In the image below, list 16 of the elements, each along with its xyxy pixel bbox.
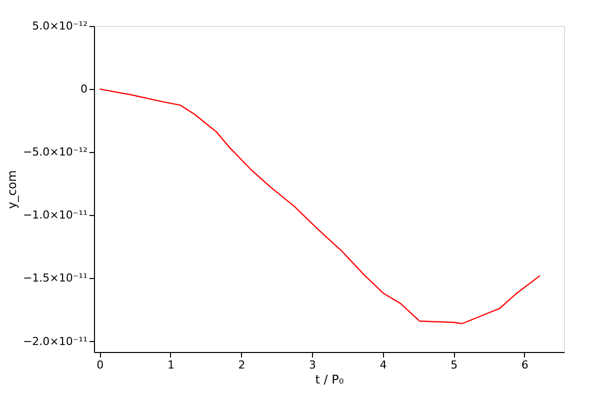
x-axis-title: t / P₀ bbox=[315, 372, 344, 386]
x-tick-label: 0 bbox=[96, 358, 104, 372]
y-tick-label: −5.0×10⁻¹² bbox=[22, 146, 88, 159]
x-tick-label: 6 bbox=[521, 358, 528, 372]
x-tick-label: 1 bbox=[167, 358, 174, 372]
x-tick-label: 2 bbox=[238, 358, 246, 372]
y-tick-label: −2.0×10⁻¹¹ bbox=[22, 334, 88, 348]
x-tick-label: 5 bbox=[450, 358, 458, 372]
y-axis-title: y_com bbox=[4, 170, 19, 209]
y-tick-label: 0 bbox=[80, 82, 88, 96]
y-tick-label: 5.0×10⁻¹² bbox=[32, 20, 88, 32]
x-tick-label: 3 bbox=[309, 358, 316, 372]
line-series bbox=[99, 88, 541, 324]
y-tick-label: −1.5×10⁻¹¹ bbox=[22, 272, 88, 285]
y-tick-label: −1.0×10⁻¹¹ bbox=[22, 208, 88, 222]
x-tick-label: 4 bbox=[380, 358, 387, 372]
